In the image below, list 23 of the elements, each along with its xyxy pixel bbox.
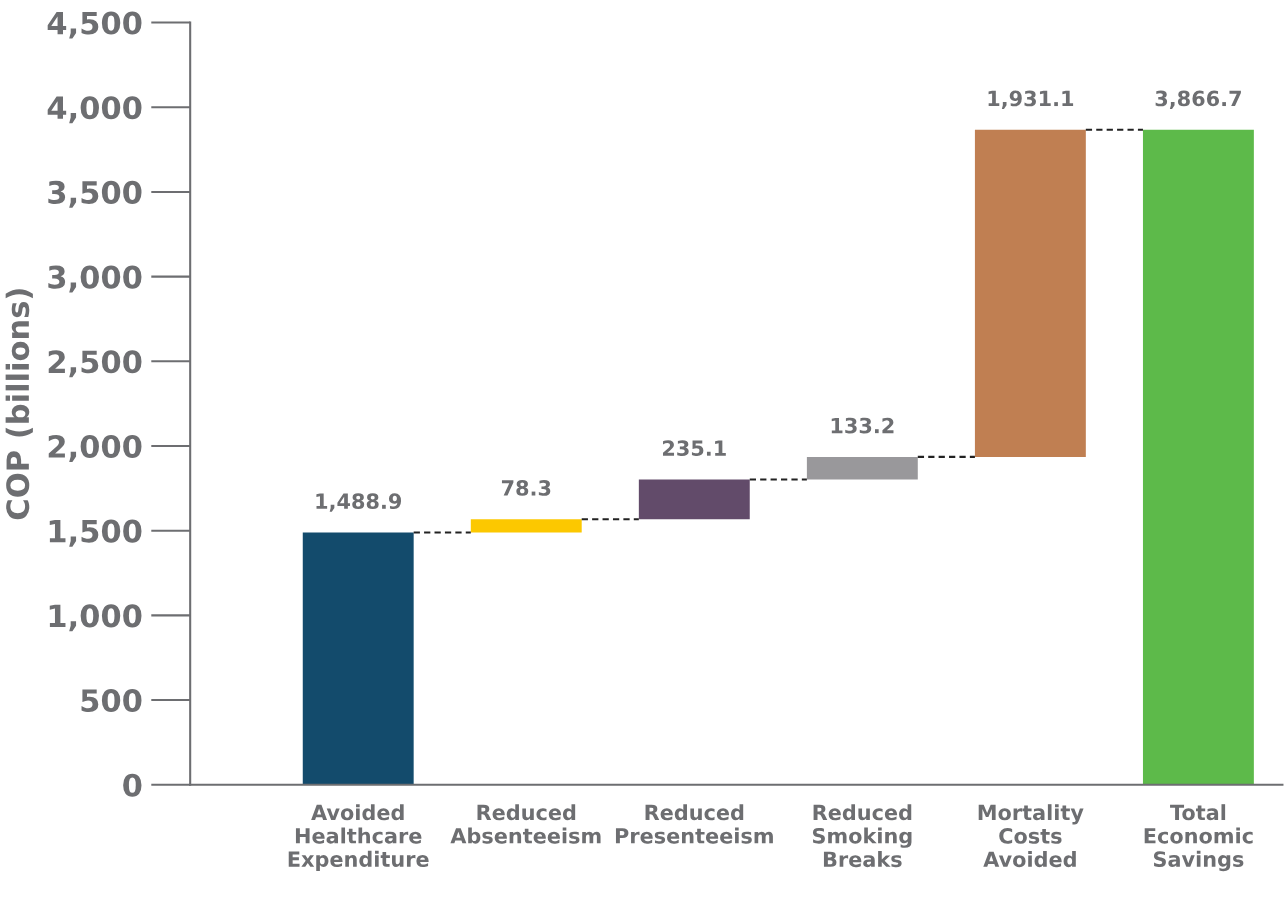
x-tick-label: Mortality Costs Avoided (978, 804, 1084, 868)
y-tick-label: 0 (123, 773, 142, 797)
y-tick-label: 2,500 (48, 350, 142, 378)
data-label: 1,931.1 (988, 90, 1074, 110)
x-tick-label: Reduced Absenteeism (450, 804, 601, 844)
data-label: 78.3 (501, 480, 551, 496)
x-tick-label: Reduced Presenteeism (615, 804, 773, 844)
y-tick-label: 1,000 (49, 604, 142, 632)
x-tick-label: Total Economic Savings (1144, 804, 1253, 872)
x-tick-label: Avoided Healthcare Expenditure (288, 804, 429, 871)
y-tick-label: 4,500 (47, 11, 142, 39)
data-label: 133.2 (831, 417, 894, 434)
y-tick-label: 2,000 (48, 434, 142, 462)
y-tick-label: 500 (81, 688, 142, 713)
data-label: 1,488.9 (316, 493, 402, 512)
y-tick-label: 3,000 (48, 265, 142, 293)
y-tick-label: 1,500 (49, 519, 142, 547)
y-axis-title: COP (billions) (5, 289, 33, 520)
x-tick-label: Reduced Smoking Breaks (812, 804, 912, 868)
y-tick-label: 4,000 (47, 96, 142, 124)
data-label: 3,866.7 (1155, 90, 1241, 109)
data-label: 235.1 (662, 440, 726, 456)
y-tick-label: 3,500 (48, 180, 142, 208)
